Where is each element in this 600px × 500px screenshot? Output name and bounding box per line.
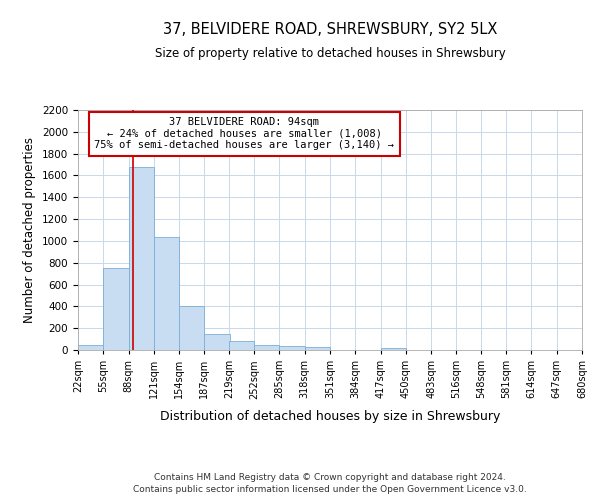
Bar — [154, 236, 179, 350]
Bar — [205, 334, 230, 350]
Text: Contains public sector information licensed under the Open Government Licence v3: Contains public sector information licen… — [133, 485, 527, 494]
Text: 37 BELVIDERE ROAD: 94sqm
← 24% of detached houses are smaller (1,008)
75% of sem: 37 BELVIDERE ROAD: 94sqm ← 24% of detach… — [94, 117, 394, 150]
Text: 37, BELVIDERE ROAD, SHREWSBURY, SY2 5LX: 37, BELVIDERE ROAD, SHREWSBURY, SY2 5LX — [163, 22, 497, 38]
Bar — [179, 306, 205, 350]
Bar — [128, 166, 154, 350]
Bar — [380, 348, 406, 350]
Text: Size of property relative to detached houses in Shrewsbury: Size of property relative to detached ho… — [155, 48, 505, 60]
Bar — [280, 346, 305, 350]
Bar — [103, 268, 128, 350]
Bar — [78, 344, 103, 350]
Bar — [305, 348, 330, 350]
Text: Contains HM Land Registry data © Crown copyright and database right 2024.: Contains HM Land Registry data © Crown c… — [154, 472, 506, 482]
Bar — [254, 345, 280, 350]
X-axis label: Distribution of detached houses by size in Shrewsbury: Distribution of detached houses by size … — [160, 410, 500, 422]
Y-axis label: Number of detached properties: Number of detached properties — [23, 137, 37, 323]
Bar — [229, 342, 254, 350]
